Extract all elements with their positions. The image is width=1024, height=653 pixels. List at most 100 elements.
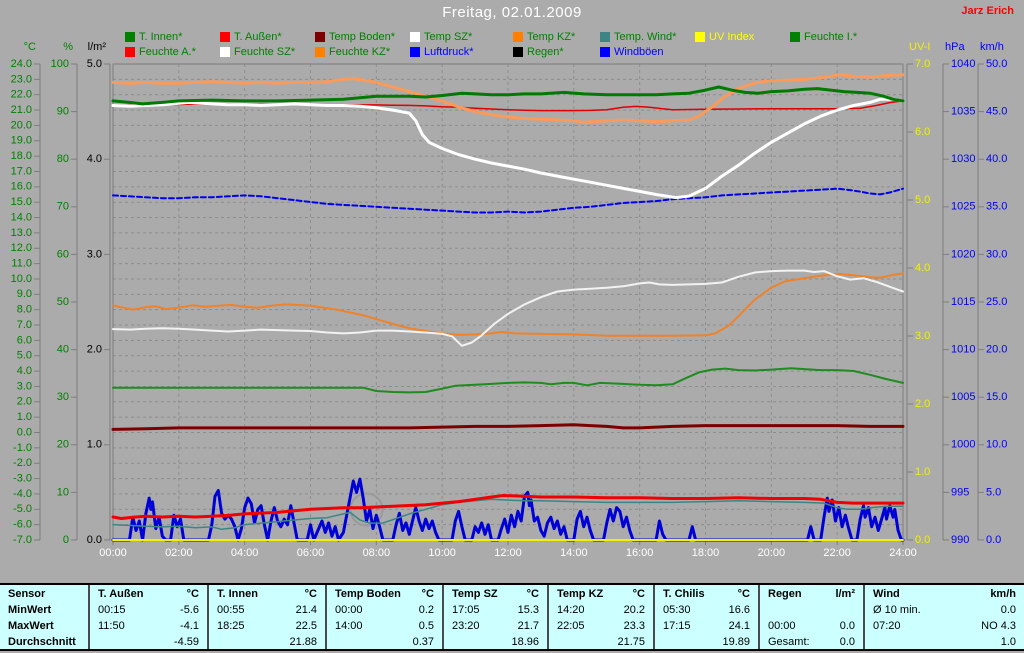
header-wind-time: Wind xyxy=(873,587,900,600)
x-tick-label: 16:00 xyxy=(626,547,654,559)
y-tick-label: 11.0 xyxy=(11,258,32,270)
y-tick-label: 0.0 xyxy=(915,534,930,546)
table-col-temp-boden: Temp Boden °C 00:00 0.2 14:00 0.5 0.37 xyxy=(325,585,442,649)
y-tick-label: 10 xyxy=(57,486,69,498)
y-tick-label: 24.0 xyxy=(11,58,32,70)
legend-item-t-innen[interactable]: T. Innen* xyxy=(125,31,182,43)
header-temp-boden: Temp Boden °C xyxy=(327,585,442,602)
legend-label: Feuchte A.* xyxy=(139,46,196,58)
y-tick-label: 3.0 xyxy=(17,380,32,392)
legend-label: T. Außen* xyxy=(234,31,282,43)
max-t-au-en-time: 11:50 xyxy=(98,620,125,632)
legend-item-windb-en[interactable]: Windböen xyxy=(600,46,664,58)
max-temp-sz-value: 21.7 xyxy=(517,620,539,632)
axis-title-uv-i: UV-I xyxy=(909,41,930,53)
header-temp-boden-value: °C xyxy=(421,587,434,600)
legend-item-feuchte-kz[interactable]: Feuchte KZ* xyxy=(315,46,390,58)
weather-chart: °C 24.0 23.0 22.0 21.0 20.0 19.0 18.0 17.0 16.0 15… xyxy=(11,41,1008,559)
x-tick-label: 14:00 xyxy=(560,547,588,559)
y-tick-label: 4.0 xyxy=(87,153,102,165)
y-tick-label: 80 xyxy=(57,153,69,165)
y-tick-label: 5.0 xyxy=(17,350,32,362)
y-tick-label: 5.0 xyxy=(986,486,1001,498)
avg-regen-time: Gesamt: xyxy=(768,636,810,648)
max-t-innen: 18:25 22.5 xyxy=(209,618,325,634)
legend-item-feuchte-a[interactable]: Feuchte A.* xyxy=(125,46,196,58)
y-tick-label: 7.0 xyxy=(915,58,930,70)
legend-item-regen[interactable]: Regen* xyxy=(513,46,564,58)
avg-t-au-en-value: -4.59 xyxy=(173,636,199,648)
max-wind-value: NO 4.3 xyxy=(981,620,1016,632)
max-t-chilis: 17:15 24.1 xyxy=(655,618,758,634)
series-temp-kz xyxy=(111,73,905,124)
page-title: Freitag, 02.01.2009 xyxy=(442,4,582,21)
temp-boden-swatch-icon xyxy=(315,32,325,42)
legend-item-temp-wind[interactable]: Temp. Wind* xyxy=(600,31,676,43)
y-tick-label: 0.0 xyxy=(17,426,32,438)
min-t-au-en-value: -5.6 xyxy=(180,604,199,616)
y-tick-label: 2.0 xyxy=(87,344,102,356)
y-tick-label: 1005 xyxy=(951,391,975,403)
y-tick-label: 1015 xyxy=(951,296,975,308)
watermark-author: Jarz Erich xyxy=(961,5,1014,17)
header-t-au-en-value: °C xyxy=(186,587,199,600)
avg-temp-sz-value: 18.96 xyxy=(511,636,539,648)
series-temp-boden xyxy=(111,423,905,431)
legend-item-feuchte-sz[interactable]: Feuchte SZ* xyxy=(220,46,295,58)
t-au-en-swatch-icon xyxy=(220,32,230,42)
y-tick-label: 4.0 xyxy=(17,365,32,377)
avg-t-au-en: -4.59 xyxy=(90,634,207,650)
avg-t-chilis: 19.89 xyxy=(655,634,758,650)
legend-item-feuchte-i[interactable]: Feuchte I.* xyxy=(790,31,857,43)
legend-label: UV Index xyxy=(709,31,755,43)
min-temp-kz-value: 20.2 xyxy=(623,604,645,616)
y-tick-label: 22.0 xyxy=(11,89,32,101)
avg-temp-sz: 18.96 xyxy=(444,634,547,650)
header-t-au-en: T. Außen °C xyxy=(90,585,207,602)
max-regen: 00:00 0.0 xyxy=(760,618,863,634)
x-tick-label: 12:00 xyxy=(494,547,522,559)
legend-item-temp-sz[interactable]: Temp SZ* xyxy=(410,31,472,43)
row-label-sensor-time: Sensor xyxy=(8,587,46,600)
header-wind-value: km/h xyxy=(990,587,1016,600)
y-tick-label: 12.0 xyxy=(11,242,32,254)
y-tick-label: 990 xyxy=(951,534,969,546)
y-tick-label: -4.0 xyxy=(13,488,32,500)
legend-label: Feuchte SZ* xyxy=(234,46,296,58)
header-temp-kz: Temp KZ °C xyxy=(549,585,653,602)
legend-item-uv-index[interactable]: UV Index xyxy=(695,31,754,43)
y-tick-label: 70 xyxy=(57,201,69,213)
min-wind-value: 0.0 xyxy=(1000,604,1016,616)
legend-item-temp-kz[interactable]: Temp KZ* xyxy=(513,31,575,43)
avg-t-chilis-value: 19.89 xyxy=(722,636,750,648)
min-wind: Ø 10 min. 0.0 xyxy=(865,602,1024,618)
series-windb-en xyxy=(111,477,905,542)
legend-item-luftdruck[interactable]: Luftdruck* xyxy=(410,46,474,58)
axis-title-l-m: l/m² xyxy=(88,41,107,53)
y-tick-label: 1000 xyxy=(951,439,975,451)
series-t-innen xyxy=(111,85,905,106)
y-tick-label: 19.0 xyxy=(11,135,32,147)
avg-t-innen-value: 21.88 xyxy=(289,636,317,648)
legend-label: Temp. Wind* xyxy=(614,31,677,43)
legend-item-t-au-en[interactable]: T. Außen* xyxy=(220,31,282,43)
y-tick-label: 4.0 xyxy=(915,262,930,274)
header-regen-time: Regen xyxy=(768,587,802,600)
y-tick-label: 1.0 xyxy=(915,466,930,478)
y-tick-label: 3.0 xyxy=(87,248,102,260)
y-tick-label: 1025 xyxy=(951,201,975,213)
legend-label: Windböen xyxy=(614,46,664,58)
min-t-chilis: 05:30 16.6 xyxy=(655,602,758,618)
y-tick-label: 6.0 xyxy=(915,126,930,138)
y-tick-label: 1040 xyxy=(951,58,975,70)
legend-item-temp-boden[interactable]: Temp Boden* xyxy=(315,31,395,43)
y-tick-label: 2.0 xyxy=(17,396,32,408)
y-tick-label: 5.0 xyxy=(915,194,930,206)
y-tick-label: 100 xyxy=(51,58,69,70)
y-tick-label: -1.0 xyxy=(13,442,32,454)
legend-label: Feuchte I.* xyxy=(804,31,858,43)
axis-title-hpa: hPa xyxy=(945,41,965,53)
x-tick-label: 06:00 xyxy=(297,547,325,559)
table-col-t-innen: T. Innen °C 00:55 21.4 18:25 22.5 21.88 xyxy=(207,585,325,649)
y-tick-label: 60 xyxy=(57,248,69,260)
